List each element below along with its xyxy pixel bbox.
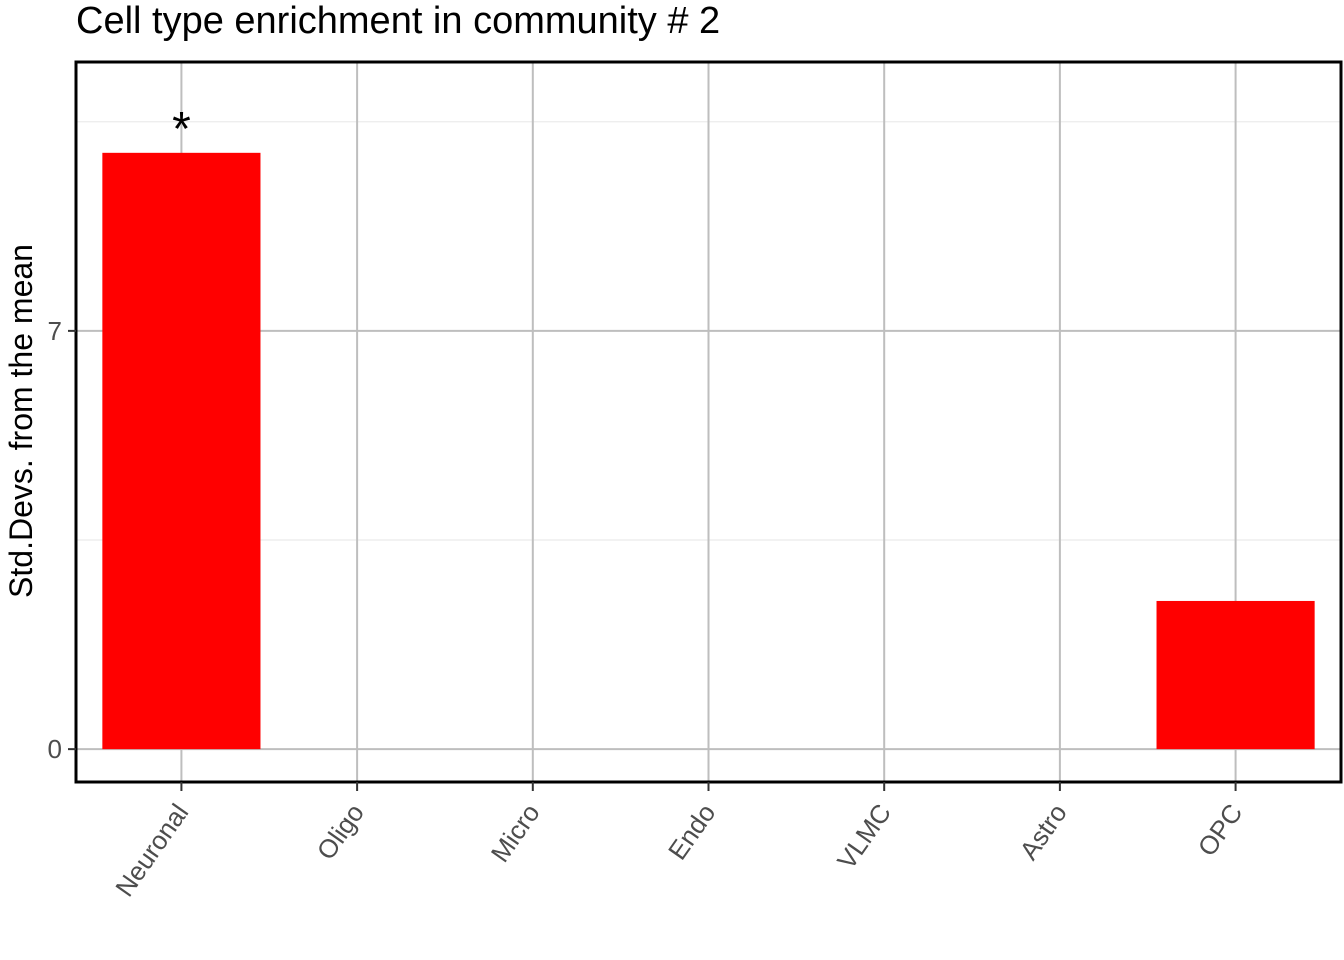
- chart-title: Cell type enrichment in community # 2: [76, 0, 720, 42]
- bar-opc: [1156, 600, 1315, 750]
- y-tick-label: 0: [48, 734, 62, 764]
- x-tick-label-vlmc: VLMC: [831, 798, 897, 874]
- significance-label: *: [172, 103, 191, 156]
- bar-labels: *: [172, 103, 191, 156]
- x-tick-label-oligo: Oligo: [311, 798, 370, 865]
- x-tick-label-micro: Micro: [485, 798, 546, 867]
- x-tick-label-neuronal: Neuronal: [109, 798, 194, 902]
- bar-neuronal: [102, 152, 261, 750]
- x-tick-label-astro: Astro: [1013, 798, 1072, 865]
- x-tick-label-opc: OPC: [1192, 798, 1249, 861]
- grid: [76, 62, 1341, 782]
- bars: [102, 152, 1315, 750]
- y-tick-label: 7: [48, 316, 62, 346]
- y-axis-title: Std.Devs. from the mean: [3, 244, 39, 598]
- x-tick-label-endo: Endo: [662, 798, 721, 865]
